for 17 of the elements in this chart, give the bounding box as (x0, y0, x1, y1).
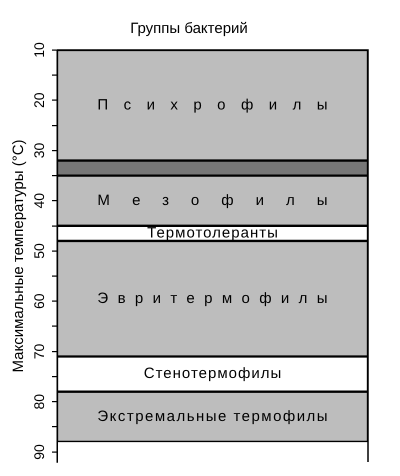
series-label: Стенотермофилы (144, 365, 282, 382)
y-tick-label: 10 (31, 42, 48, 58)
y-tick-label: 30 (31, 142, 48, 158)
series-label: Экстремальные термофилы (97, 408, 330, 425)
series-label: Термотолеранты (147, 224, 279, 242)
y-tick-label: 40 (31, 192, 48, 209)
y-tick-label: 50 (31, 242, 48, 259)
series-label: Эвритермофилы (97, 290, 337, 307)
y-axis-title: Максимальные температуры (°С) (10, 139, 28, 373)
y-tick-label: 90 (31, 444, 48, 460)
chart-title: Группы бактерий (130, 20, 248, 38)
y-tick-label: 60 (31, 293, 48, 310)
series-label: Мезофилы (97, 192, 350, 209)
y-tick-label: 80 (31, 394, 48, 410)
y-tick-label: 70 (31, 343, 48, 360)
series-label: Психрофилы (97, 96, 344, 114)
y-tick-label: 20 (31, 92, 48, 108)
